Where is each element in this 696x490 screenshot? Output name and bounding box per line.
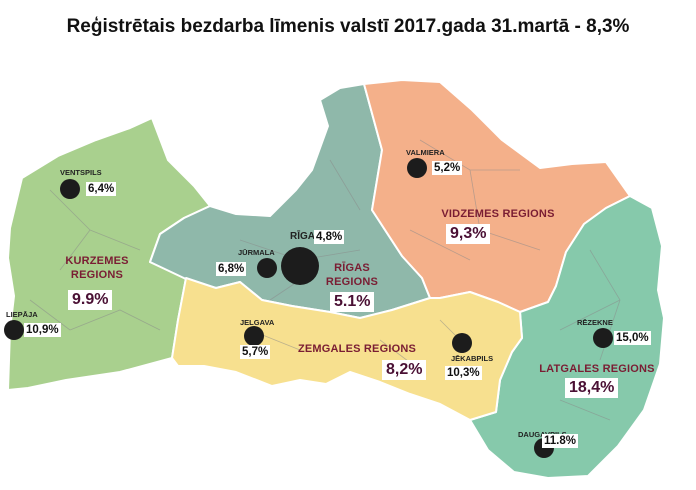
city-dot-ventspils[interactable] <box>60 179 80 199</box>
map-title: Reģistrētais bezdarba līmenis valstī 201… <box>66 16 630 37</box>
region-vidzeme-rate: 9,3% <box>446 224 491 244</box>
region-kurzeme-name-2: REGIONS <box>70 269 124 281</box>
region-riga-rate: 5.1% <box>330 292 375 312</box>
city-dot-jurmala[interactable] <box>257 258 277 278</box>
city-jurmala-rate: 6,8% <box>216 262 247 276</box>
city-rezekne-name: RĒZEKNE <box>577 318 613 327</box>
region-kurzeme-label: KURZEMES REGIONS <box>62 254 132 282</box>
city-dot-jekabpils[interactable] <box>452 333 472 353</box>
city-dot-rezekne[interactable] <box>593 328 613 348</box>
city-riga-rate: 4,8% <box>314 230 345 244</box>
city-valmiera-rate: 5,2% <box>432 161 463 175</box>
city-jelgava-name: JELGAVA <box>240 318 275 327</box>
city-dot-jelgava[interactable] <box>244 326 264 346</box>
city-dot-liepaja[interactable] <box>4 320 24 340</box>
city-liepaja-rate: 10,9% <box>24 323 61 337</box>
region-zemgale-rate: 8,2% <box>382 360 427 380</box>
city-liepaja-name: LIEPĀJA <box>6 310 38 319</box>
region-latgale-rate: 18,4% <box>565 378 619 398</box>
city-dot-valmiera[interactable] <box>407 158 427 178</box>
city-ventspils-rate: 6,4% <box>86 182 117 196</box>
city-rezekne-rate: 15,0% <box>614 331 651 345</box>
city-jekabpils-rate: 10,3% <box>445 366 482 380</box>
city-riga-name: RĪGA <box>290 231 315 242</box>
region-kurzeme-name-1: KURZEMES <box>65 255 129 267</box>
city-jekabpils-name: JĒKABPILS <box>451 354 494 363</box>
region-vidzeme-label: VIDZEMES REGIONS <box>441 208 555 220</box>
city-dot-riga[interactable] <box>281 247 319 285</box>
city-valmiera-name: VALMIERA <box>406 148 445 157</box>
region-riga-label: RĪGAS REGIONS <box>322 261 382 289</box>
region-latgale-shape[interactable] <box>469 195 665 479</box>
city-jurmala-name: JŪRMALA <box>238 248 275 257</box>
region-riga-name-2: REGIONS <box>325 276 379 288</box>
city-daugavpils-rate: 11.8% <box>542 434 578 448</box>
region-zemgale-shape[interactable] <box>171 277 523 421</box>
region-zemgale-label: ZEMGALES REGIONS <box>297 343 417 355</box>
city-ventspils-name: VENTSPILS <box>60 168 102 177</box>
region-kurzeme-rate: 9.9% <box>68 290 113 310</box>
region-riga-name-1: RĪGAS <box>334 262 370 274</box>
region-latgale-label: LATGALES REGIONS <box>539 363 655 375</box>
city-jelgava-rate: 5,7% <box>240 345 271 359</box>
